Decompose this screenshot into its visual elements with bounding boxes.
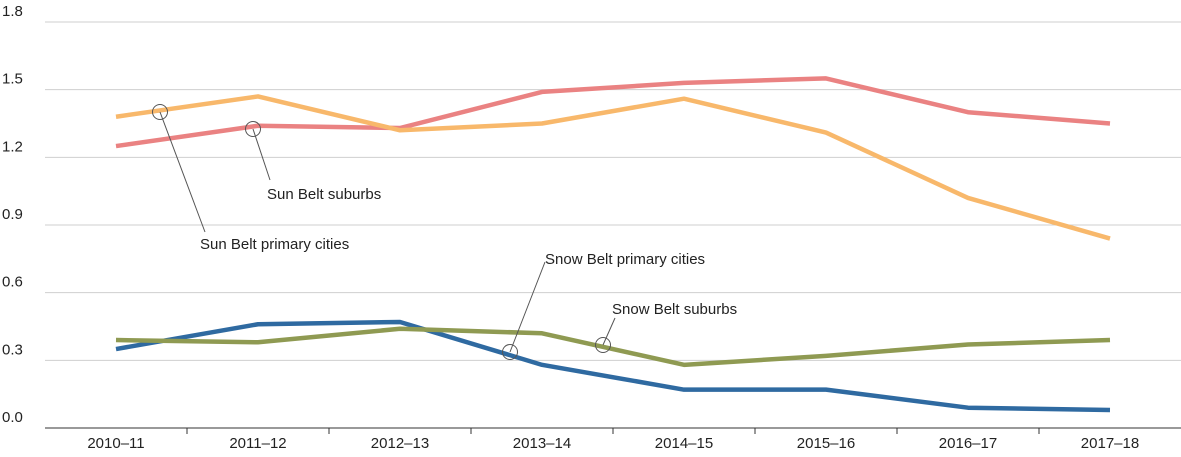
callout-line	[159, 111, 206, 233]
y-tick-label: 1.5	[2, 71, 23, 88]
line	[115, 326, 1111, 368]
callout-circle	[595, 337, 611, 353]
y-tick-label: 0.6	[2, 274, 23, 291]
series-label: Sun Belt suburbs	[267, 186, 381, 203]
x-tick-label: 2013–14	[513, 435, 571, 452]
y-tick-label: 0.3	[2, 341, 23, 358]
x-tick-label: 2014–15	[655, 435, 713, 452]
x-tick-label: 2016–17	[939, 435, 997, 452]
y-tick-label: 1.8	[2, 3, 23, 20]
callout-line	[602, 317, 616, 346]
line	[115, 319, 1111, 413]
callout-line	[509, 261, 546, 353]
y-tick-label: 1.2	[2, 138, 23, 155]
line	[115, 94, 1111, 241]
x-tick-label: 2010–11	[87, 435, 144, 452]
series-label: Sun Belt primary cities	[200, 236, 349, 253]
series-label: Snow Belt suburbs	[612, 301, 737, 318]
x-tick-label: 2011–12	[229, 435, 286, 452]
y-tick-label: 0.0	[2, 409, 23, 426]
callout-circle	[152, 104, 168, 120]
line	[115, 76, 1111, 149]
x-tick-label: 2017–18	[1081, 435, 1139, 452]
callout-circle	[245, 121, 261, 137]
series-label: Snow Belt primary cities	[545, 251, 705, 268]
x-tick-label: 2012–13	[371, 435, 429, 452]
y-tick-label: 0.9	[2, 206, 23, 223]
callout-line	[252, 128, 271, 181]
callout-circle	[502, 344, 518, 360]
x-tick-label: 2015–16	[797, 435, 855, 452]
